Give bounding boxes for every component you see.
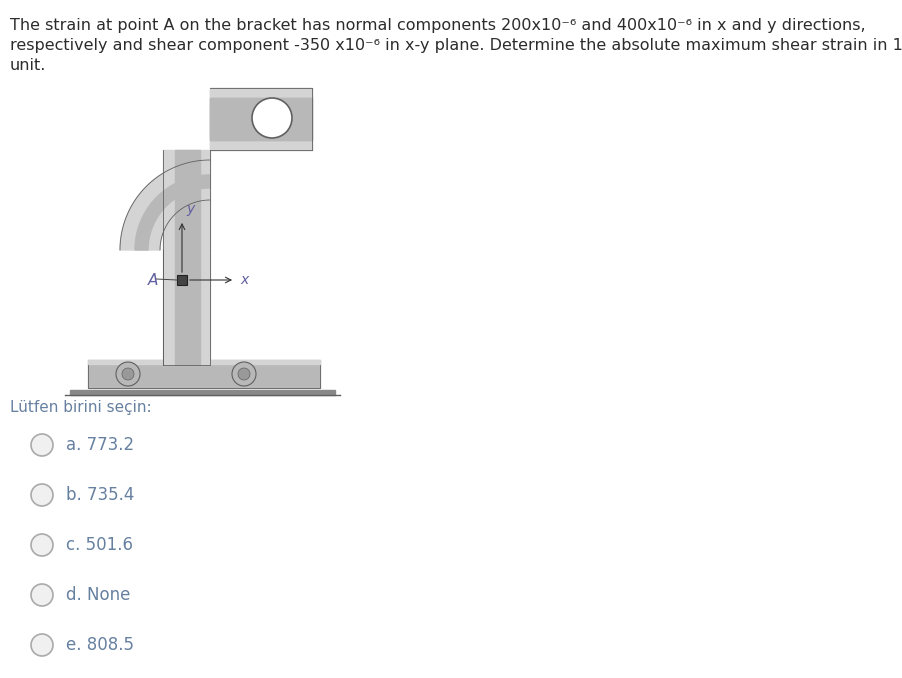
Polygon shape bbox=[210, 98, 312, 140]
Circle shape bbox=[31, 634, 53, 656]
Text: d. None: d. None bbox=[66, 586, 131, 604]
Circle shape bbox=[31, 534, 53, 556]
Text: a. 773.2: a. 773.2 bbox=[66, 436, 134, 454]
Circle shape bbox=[238, 368, 250, 380]
Polygon shape bbox=[175, 150, 200, 250]
Polygon shape bbox=[70, 390, 335, 395]
Circle shape bbox=[31, 484, 53, 506]
Polygon shape bbox=[120, 160, 210, 250]
Polygon shape bbox=[175, 250, 200, 365]
Polygon shape bbox=[135, 175, 210, 250]
Circle shape bbox=[116, 362, 140, 386]
Text: Lütfen birini seçin:: Lütfen birini seçin: bbox=[10, 400, 152, 415]
Text: unit.: unit. bbox=[10, 58, 46, 73]
Circle shape bbox=[31, 434, 53, 456]
Text: respectively and shear component -350 x10⁻⁶ in x-y plane. Determine the absolute: respectively and shear component -350 x1… bbox=[10, 38, 902, 53]
Polygon shape bbox=[210, 88, 312, 150]
Circle shape bbox=[232, 362, 256, 386]
Text: A: A bbox=[148, 273, 159, 288]
Text: c. 501.6: c. 501.6 bbox=[66, 536, 133, 554]
Polygon shape bbox=[163, 250, 210, 365]
Polygon shape bbox=[163, 150, 210, 250]
Text: x: x bbox=[240, 273, 248, 287]
Polygon shape bbox=[88, 360, 320, 388]
Polygon shape bbox=[177, 275, 187, 285]
Text: y: y bbox=[186, 202, 194, 216]
Polygon shape bbox=[210, 98, 312, 140]
Text: b. 735.4: b. 735.4 bbox=[66, 486, 134, 504]
Text: The strain at point A on the bracket has normal components 200x10⁻⁶ and 400x10⁻⁶: The strain at point A on the bracket has… bbox=[10, 18, 866, 33]
Circle shape bbox=[252, 98, 292, 138]
Polygon shape bbox=[88, 360, 320, 364]
Text: e. 808.5: e. 808.5 bbox=[66, 636, 134, 654]
Polygon shape bbox=[210, 88, 312, 150]
Circle shape bbox=[31, 584, 53, 606]
Circle shape bbox=[122, 368, 134, 380]
